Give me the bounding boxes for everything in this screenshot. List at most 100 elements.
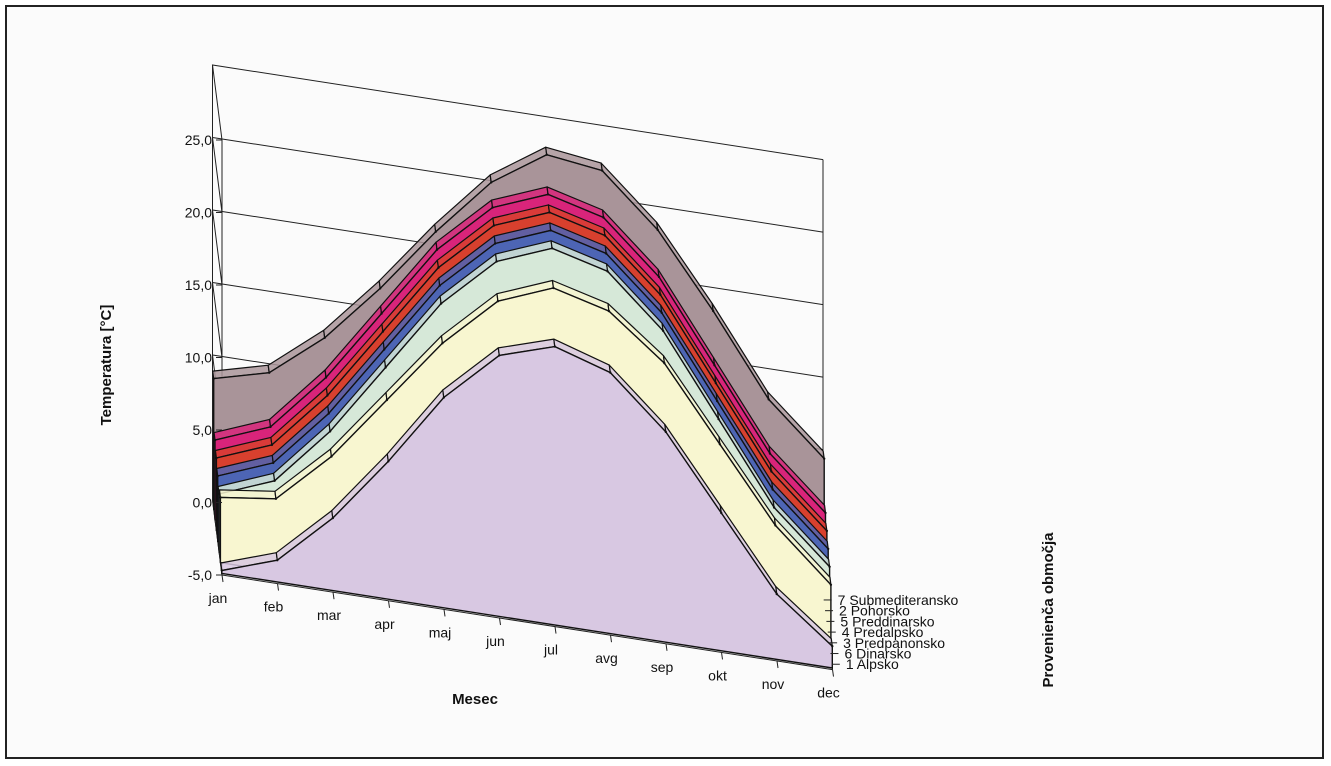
x-tick-label: apr: [374, 616, 395, 632]
data-point: [546, 193, 550, 196]
data-point: [768, 452, 772, 455]
data-point: [219, 496, 222, 499]
z-tick-label: 7 Submediteransko: [838, 592, 959, 608]
y-axis-title: Temperatura [°C]: [98, 305, 115, 426]
data-point: [718, 443, 722, 446]
x-tick-label: jun: [485, 633, 505, 649]
data-point: [274, 497, 278, 500]
data-point: [823, 457, 826, 460]
data-point: [213, 438, 217, 442]
data-point: [492, 224, 496, 227]
data-point: [824, 511, 827, 515]
data-point: [657, 275, 661, 279]
data-point: [495, 260, 498, 263]
y-tick-label: 20,0: [185, 205, 212, 221]
x-tick-label: okt: [708, 667, 727, 683]
data-point: [603, 234, 607, 237]
x-tick-mark: [832, 669, 834, 677]
z-axis-title: Provenienča območja: [1040, 532, 1057, 688]
data-point: [548, 211, 551, 214]
data-point: [323, 336, 326, 339]
data-point: [553, 345, 556, 348]
data-point: [273, 479, 276, 482]
data-point: [383, 348, 386, 351]
data-point: [656, 228, 659, 232]
data-point: [831, 645, 834, 648]
data-point: [659, 293, 662, 296]
x-tick-label: feb: [264, 599, 284, 615]
data-point: [609, 371, 612, 374]
data-point: [330, 455, 333, 458]
data-point: [605, 252, 608, 255]
data-point: [270, 443, 274, 447]
data-point: [772, 506, 776, 509]
data-point: [550, 247, 554, 250]
data-point: [661, 329, 665, 332]
x-tick-label: jan: [208, 590, 228, 606]
data-point: [269, 425, 272, 429]
data-point: [496, 300, 500, 303]
data-point: [825, 529, 829, 533]
y-tick-label: 5,0: [193, 422, 213, 438]
data-point: [387, 460, 390, 463]
data-point: [602, 216, 605, 219]
chart-axes: 25,0 20,0 15,0 10,0 5,0 0,0 -5,0 jan feb mar apr ma…: [185, 132, 959, 701]
data-point: [379, 287, 382, 290]
data-point: [771, 488, 774, 491]
data-point: [664, 430, 667, 434]
data-point: [828, 565, 831, 568]
data-point: [326, 394, 329, 397]
data-point: [829, 583, 833, 586]
y-tick-label: 15,0: [185, 277, 212, 293]
data-point: [717, 417, 720, 421]
data-point: [549, 229, 552, 232]
data-point: [498, 354, 501, 357]
data-point: [607, 309, 611, 313]
data-point: [441, 342, 444, 345]
data-point: [545, 153, 548, 156]
data-point: [827, 547, 830, 551]
data-point: [215, 456, 218, 460]
x-tick-label: nov: [762, 676, 785, 692]
x-axis-title: Mesec: [452, 691, 498, 708]
series-1-alpsko: [220, 338, 834, 669]
x-tick-mark: [443, 609, 446, 617]
data-point: [712, 309, 715, 313]
z-tick-label: 6 Dinarsko: [844, 646, 911, 662]
data-point: [216, 474, 219, 478]
data-point: [437, 266, 440, 269]
data-point: [767, 398, 770, 401]
chart-series: [212, 146, 834, 669]
data-point: [324, 376, 328, 379]
data-point: [272, 461, 275, 465]
x-tick-label: avg: [595, 650, 618, 666]
data-point: [601, 169, 604, 172]
x-tick-label: dec: [817, 685, 840, 701]
data-point: [494, 242, 497, 245]
x-tick-mark: [499, 617, 501, 626]
x-tick-label: jul: [543, 642, 558, 658]
data-point: [381, 330, 385, 333]
data-point: [384, 366, 387, 369]
gridline: [211, 64, 824, 161]
x-tick-mark: [554, 626, 557, 634]
data-point: [380, 312, 383, 315]
data-point: [774, 524, 777, 527]
y-tick-label: 10,0: [185, 350, 212, 366]
x-tick-mark: [665, 643, 668, 651]
z-tick-label: 3 Predpanonsko: [843, 635, 945, 651]
data-point: [327, 412, 330, 415]
x-tick-mark: [221, 574, 224, 583]
data-point: [439, 302, 443, 305]
x-tick-label: mar: [317, 607, 341, 623]
data-point: [713, 364, 716, 367]
x-tick-label: sep: [651, 659, 674, 675]
data-point: [775, 592, 778, 596]
y-tick-label: -5,0: [188, 567, 212, 583]
data-point: [435, 248, 439, 251]
data-point: [720, 511, 723, 515]
x-tick-label: maj: [429, 624, 452, 640]
data-point: [552, 286, 555, 290]
x-tick-mark: [332, 592, 335, 600]
